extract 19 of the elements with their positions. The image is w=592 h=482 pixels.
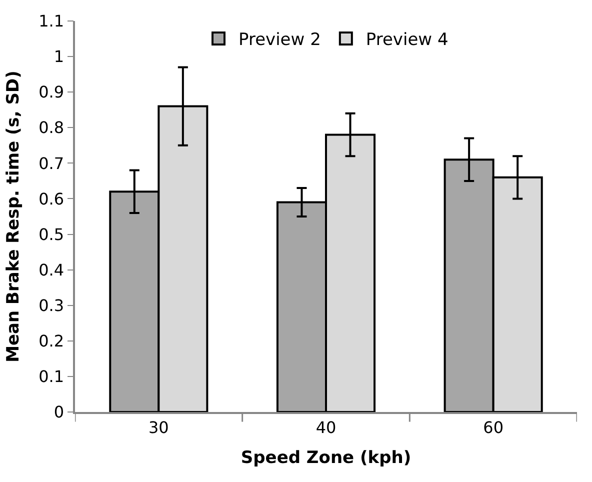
y-tick-label: 0.1: [38, 367, 64, 386]
legend-label: Preview 2: [238, 30, 321, 50]
y-tick-label: 0: [54, 402, 64, 422]
y-tick-label: 0.8: [38, 118, 64, 138]
y-tick-label: 0.5: [38, 224, 64, 244]
y-tick-label: 0.9: [38, 82, 64, 102]
y-tick-label: 0.2: [38, 332, 64, 351]
x-tick-label: 30: [148, 418, 169, 437]
legend-label: Preview 4: [366, 30, 448, 50]
y-tick-label: 1: [54, 47, 64, 66]
y-tick-label: 0.3: [38, 296, 64, 315]
y-tick-label: 0.4: [38, 260, 64, 280]
x-tick-label: 40: [316, 418, 336, 437]
y-tick-label: 1.1: [38, 12, 64, 31]
x-axis-title: Speed Zone (kph): [240, 448, 412, 468]
x-tick-label: 60: [483, 418, 504, 437]
y-tick-label: 0.7: [38, 154, 64, 173]
y-axis-title: Mean Brake Resp. time (s, SD): [4, 70, 24, 362]
y-tick-label: 0.6: [38, 189, 64, 208]
